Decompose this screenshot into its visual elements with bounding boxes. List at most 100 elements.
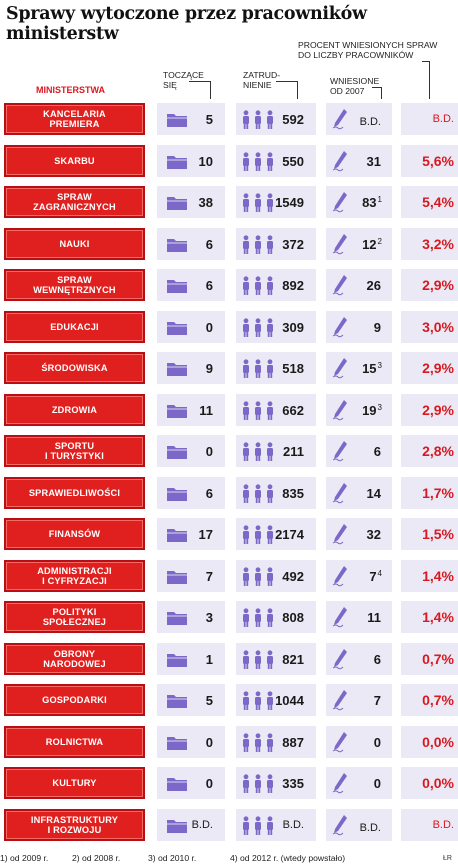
footnote-3: 3) od 2010 r. [148, 853, 197, 863]
filed-value: B.D. [359, 821, 381, 834]
percent-cell: 0,0% [401, 725, 458, 758]
ongoing-value: 0 [205, 319, 213, 335]
filed-value: 7 [373, 693, 381, 708]
table-row: Nauki 6 372 122 3,2% [0, 226, 458, 262]
ministry-label: Sprawiedliwości [4, 476, 145, 509]
employment-value: 887 [282, 734, 304, 750]
filed-cell: 831 [326, 186, 392, 218]
folder-icon [166, 403, 188, 419]
ministry-label: Rolnictwa [4, 725, 145, 758]
ongoing-value: 7 [205, 568, 213, 584]
ongoing-cell: 11 [157, 393, 225, 426]
page-title: Sprawy wytoczone przez pracowników minis… [6, 4, 367, 44]
percent-cell: 1,5% [401, 518, 458, 550]
percent-value: B.D. [432, 113, 454, 125]
filed-footnote-marker: 1 [377, 195, 382, 204]
filed-value: 6 [373, 651, 381, 667]
people-icon [242, 442, 274, 461]
folder-icon [166, 486, 188, 502]
filed-cell: 32 [326, 518, 392, 550]
employment-value: 662 [282, 402, 304, 418]
employment-cell: 211 [236, 435, 316, 467]
employment-cell: B.D. [236, 808, 316, 841]
filed-value: 32 [366, 527, 381, 542]
ongoing-value: 38 [198, 195, 213, 210]
employment-value: 821 [282, 651, 304, 667]
ministry-label: Finansów [4, 518, 145, 550]
ongoing-value: 11 [199, 402, 213, 418]
percent-value: 1,5% [422, 526, 454, 542]
employment-cell: 518 [236, 352, 316, 384]
ministry-label: Sportu i Turystyki [4, 435, 145, 467]
ongoing-cell: 3 [157, 601, 225, 633]
pen-icon [332, 150, 348, 172]
pen-icon [332, 108, 348, 130]
ministry-label: Skarbu [4, 144, 145, 177]
people-icon [242, 774, 274, 793]
employment-value: 492 [282, 568, 304, 584]
percent-cell: 0,7% [401, 684, 458, 716]
employment-value: 592 [282, 112, 304, 127]
ongoing-cell: 38 [157, 186, 225, 218]
folder-icon [166, 735, 188, 751]
table-row: Gospodarki 5 1044 7 0,7% [0, 682, 458, 718]
pen-icon [332, 648, 348, 670]
percent-value: 1,4% [422, 609, 454, 625]
filed-footnote-marker: 4 [377, 568, 382, 578]
percent-value: 0,7% [422, 650, 454, 667]
percent-cell: 0,0% [401, 767, 458, 799]
ongoing-value: 5 [205, 693, 213, 708]
employment-cell: 892 [236, 269, 316, 301]
employment-value: 309 [282, 319, 304, 335]
ministry-label: Administracji i Cyfryzacji [4, 559, 145, 592]
percent-cell: 5,4% [401, 186, 458, 218]
percent-value: 2,8% [422, 443, 454, 459]
employment-cell: 887 [236, 725, 316, 758]
table-row: Infrastruktury i Rozwoju B.D. B.D. B.D. B.D. [0, 807, 458, 843]
folder-icon [166, 444, 188, 460]
employment-value: 518 [282, 361, 304, 376]
people-icon [242, 691, 274, 710]
percent-value: 1,4% [422, 567, 454, 584]
filed-cell: 0 [326, 725, 392, 758]
ministry-label: Kultury [4, 767, 145, 799]
table-row: Kultury 0 335 0 0,0% [0, 765, 458, 801]
employment-cell: 335 [236, 767, 316, 799]
ongoing-cell: 7 [157, 559, 225, 592]
percent-value: 3,2% [422, 235, 454, 252]
ongoing-value: 3 [205, 610, 213, 625]
ongoing-cell: 0 [157, 435, 225, 467]
people-icon [242, 193, 274, 212]
ongoing-value: 17 [198, 527, 213, 542]
ongoing-cell: 1 [157, 642, 225, 675]
ongoing-cell: 0 [157, 767, 225, 799]
employment-cell: 821 [236, 642, 316, 675]
filed-cell: 122 [326, 227, 392, 260]
folder-icon [166, 320, 188, 336]
people-icon [242, 608, 274, 627]
people-icon [242, 359, 274, 378]
table-row: Sprawiedliwości 6 835 14 1,7% [0, 475, 458, 511]
filed-cell: 9 [326, 310, 392, 343]
folder-icon [166, 112, 188, 128]
filed-cell: 6 [326, 642, 392, 675]
employment-value: 335 [282, 776, 304, 791]
percent-cell: 1,4% [401, 559, 458, 592]
ongoing-value: B.D. [191, 818, 213, 831]
ministry-label: Polityki Społecznej [4, 601, 145, 633]
percent-value: 5,6% [422, 152, 454, 169]
employment-value: 892 [282, 278, 304, 293]
ministry-label: Gospodarki [4, 684, 145, 716]
pen-icon [332, 357, 348, 379]
footnote-1: 1) od 2009 r. [0, 853, 49, 863]
pen-icon [332, 565, 348, 587]
filed-footnote-marker: 3 [377, 361, 382, 370]
filed-value: 14 [366, 485, 381, 501]
filed-value: 74 [369, 568, 382, 584]
pen-icon [332, 731, 348, 753]
pen-icon [332, 523, 348, 545]
filed-cell: 14 [326, 476, 392, 509]
filed-cell: 7 [326, 684, 392, 716]
people-icon [242, 732, 274, 752]
folder-icon [166, 278, 188, 294]
